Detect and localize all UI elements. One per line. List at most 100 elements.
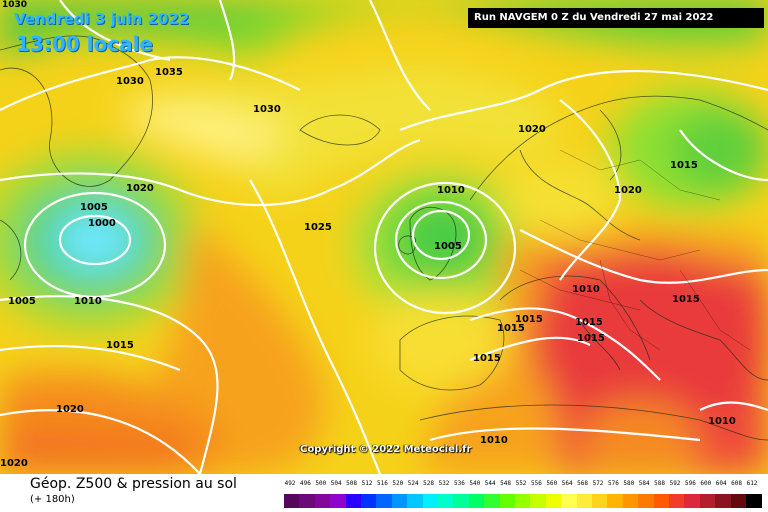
scale-swatch xyxy=(407,494,424,508)
scale-tick-label: 572 xyxy=(592,480,604,487)
scale-swatch xyxy=(314,494,331,508)
isobar-label: 1005 xyxy=(434,241,462,252)
scale-swatch xyxy=(345,494,362,508)
isobar-label: 1005 xyxy=(80,202,108,213)
scale-swatch xyxy=(361,494,377,508)
scale-tick-label: 580 xyxy=(623,480,635,487)
scale-tick-label: 568 xyxy=(577,480,589,487)
scale-swatch xyxy=(576,494,593,508)
scale-tick-label: 600 xyxy=(700,480,712,487)
isobar-label: 1020 xyxy=(0,458,28,469)
scale-tick-label: 520 xyxy=(392,480,404,487)
isobar-label: 1010 xyxy=(572,284,600,295)
scale-swatch xyxy=(468,494,485,508)
scale-tick-label: 492 xyxy=(284,480,296,487)
scale-tick-label: 564 xyxy=(561,480,573,487)
isobar-label: 1015 xyxy=(106,340,134,351)
scale-swatch xyxy=(515,494,531,508)
scale-swatch xyxy=(592,494,608,508)
scale-swatch xyxy=(730,494,747,508)
scale-tick-label: 548 xyxy=(500,480,512,487)
isobar-label: 1015 xyxy=(515,314,543,325)
scale-tick-label: 532 xyxy=(438,480,450,487)
scale-swatch xyxy=(607,494,624,508)
isobar-label: 1020 xyxy=(126,183,154,194)
scale-tick-label: 500 xyxy=(315,480,327,487)
scale-tick-label: 508 xyxy=(346,480,358,487)
isobar-label: 1020 xyxy=(614,185,642,196)
forecast-date: Vendredi 3 juin 2022 xyxy=(14,10,190,28)
scale-tick-label: 612 xyxy=(746,480,758,487)
legend-subtitle: (+ 180h) xyxy=(30,494,75,505)
isobar-label: 1015 xyxy=(473,353,501,364)
scale-swatch xyxy=(746,494,762,508)
scale-tick-label: 576 xyxy=(607,480,619,487)
scale-swatch xyxy=(715,494,732,508)
color-scale: 492 496 500 504 508 512 516 520 524 528 532 536 540 5… xyxy=(284,480,762,510)
scale-swatch xyxy=(422,494,439,508)
scale-swatch xyxy=(545,494,562,508)
scale-swatch xyxy=(684,494,701,508)
isobar-label: 1025 xyxy=(304,222,332,233)
scale-swatch xyxy=(499,494,516,508)
scale-swatch xyxy=(484,494,501,508)
scale-tick-label: 604 xyxy=(715,480,727,487)
isobar-label: 1010 xyxy=(480,435,508,446)
scale-swatch xyxy=(391,494,408,508)
scale-tick-label: 512 xyxy=(361,480,373,487)
isobar-lines xyxy=(0,0,768,474)
isobar-label: 1000 xyxy=(88,218,116,229)
scale-swatch xyxy=(299,494,316,508)
scale-swatch xyxy=(622,494,639,508)
scale-swatch xyxy=(530,494,547,508)
copyright: Copyright © 2022 Meteociel.fr xyxy=(300,444,472,455)
scale-tick-label: 608 xyxy=(731,480,743,487)
scale-swatch xyxy=(669,494,685,508)
run-info: Run NAVGEM 0 Z du Vendredi 27 mai 2022 xyxy=(468,8,764,28)
scale-tick-label: 536 xyxy=(453,480,465,487)
isobar-label: 1010 xyxy=(74,296,102,307)
scale-swatch xyxy=(561,494,578,508)
scale-tick-label: 504 xyxy=(330,480,342,487)
scale-swatch xyxy=(453,494,470,508)
isobar-label: 1020 xyxy=(56,404,84,415)
scale-swatch xyxy=(638,494,655,508)
isobar-label: 1030 xyxy=(253,104,281,115)
scale-swatch xyxy=(438,494,454,508)
legend-title: Géop. Z500 & pression au sol xyxy=(30,476,237,492)
scale-tick-label: 516 xyxy=(376,480,388,487)
isobar-label: 1010 xyxy=(708,416,736,427)
scale-tick-label: 596 xyxy=(684,480,696,487)
scale-tick-label: 524 xyxy=(407,480,419,487)
isobar-label: 1010 xyxy=(437,185,465,196)
scale-tick-label: 592 xyxy=(669,480,681,487)
isobar-label: 1015 xyxy=(670,160,698,171)
scale-swatch xyxy=(653,494,670,508)
legend-bar: Géop. Z500 & pression au sol (+ 180h) 49… xyxy=(0,474,768,512)
isobar-label: 1030 xyxy=(116,76,144,87)
isobar-label: 1015 xyxy=(497,323,525,334)
isobar-label: 1030 xyxy=(2,0,28,10)
scale-tick-label: 552 xyxy=(515,480,527,487)
isobar-label: 1020 xyxy=(518,124,546,135)
geopotential-field xyxy=(0,0,768,474)
isobar-label: 1015 xyxy=(575,317,603,328)
isobar-label: 1015 xyxy=(672,294,700,305)
scale-swatch xyxy=(376,494,393,508)
scale-tick-label: 588 xyxy=(654,480,666,487)
scale-swatch xyxy=(330,494,347,508)
scale-swatch xyxy=(284,494,300,508)
scale-tick-label: 560 xyxy=(546,480,558,487)
weather-map: Vendredi 3 juin 2022 13:00 locale Run NA… xyxy=(0,0,768,474)
scale-tick-label: 584 xyxy=(638,480,650,487)
scale-tick-label: 544 xyxy=(484,480,496,487)
scale-tick-label: 496 xyxy=(299,480,311,487)
forecast-time: 13:00 locale xyxy=(16,32,153,56)
scale-tick-label: 540 xyxy=(469,480,481,487)
scale-tick-label: 556 xyxy=(530,480,542,487)
scale-swatch xyxy=(699,494,716,508)
isobar-label: 1005 xyxy=(8,296,36,307)
isobar-label: 1035 xyxy=(155,67,183,78)
isobar-label: 1015 xyxy=(577,333,605,344)
scale-tick-label: 528 xyxy=(423,480,435,487)
